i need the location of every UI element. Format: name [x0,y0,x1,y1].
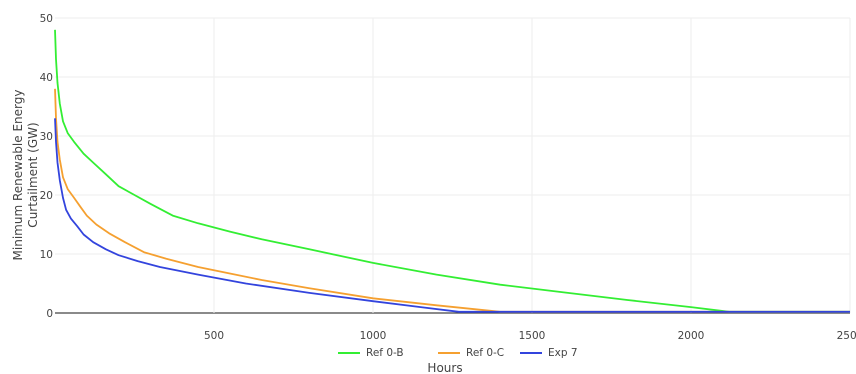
y-tick-label: 50 [40,13,53,25]
y-tick-label: 10 [40,249,53,261]
series-line-exp-7 [54,118,850,313]
series-line-ref-0-c [54,88,850,313]
y-tick-label: 40 [40,72,53,84]
x-tick-label: 1000 [360,330,387,342]
legend: Ref 0-B Ref 0-C Exp 7 [338,347,578,359]
x-tick-label: 2000 [678,330,705,342]
y-axis-title-line-1: Minimum Renewable Energy [11,90,25,261]
legend-item: Exp 7 [520,347,578,359]
series-lines [54,29,850,313]
y-axis-title-line-2: Curtailment (GW) [26,122,40,227]
x-tick-label: 1500 [519,330,546,342]
legend-label: Ref 0-C [466,347,504,359]
y-tick-label: 30 [40,131,53,143]
legend-item: Ref 0-C [438,347,504,359]
y-tick-label: 20 [40,190,53,202]
y-tick-label: 0 [46,308,53,320]
x-tick-label: 500 [204,330,224,342]
x-axis-title: Hours [427,361,462,374]
legend-label: Ref 0-B [366,347,404,359]
legend-label: Exp 7 [548,347,578,359]
grid-lines [55,17,851,314]
y-axis-ticks: 0 10 20 30 40 50 [40,13,53,320]
series-line-ref-0-b [54,29,850,313]
legend-item: Ref 0-B [338,347,404,359]
